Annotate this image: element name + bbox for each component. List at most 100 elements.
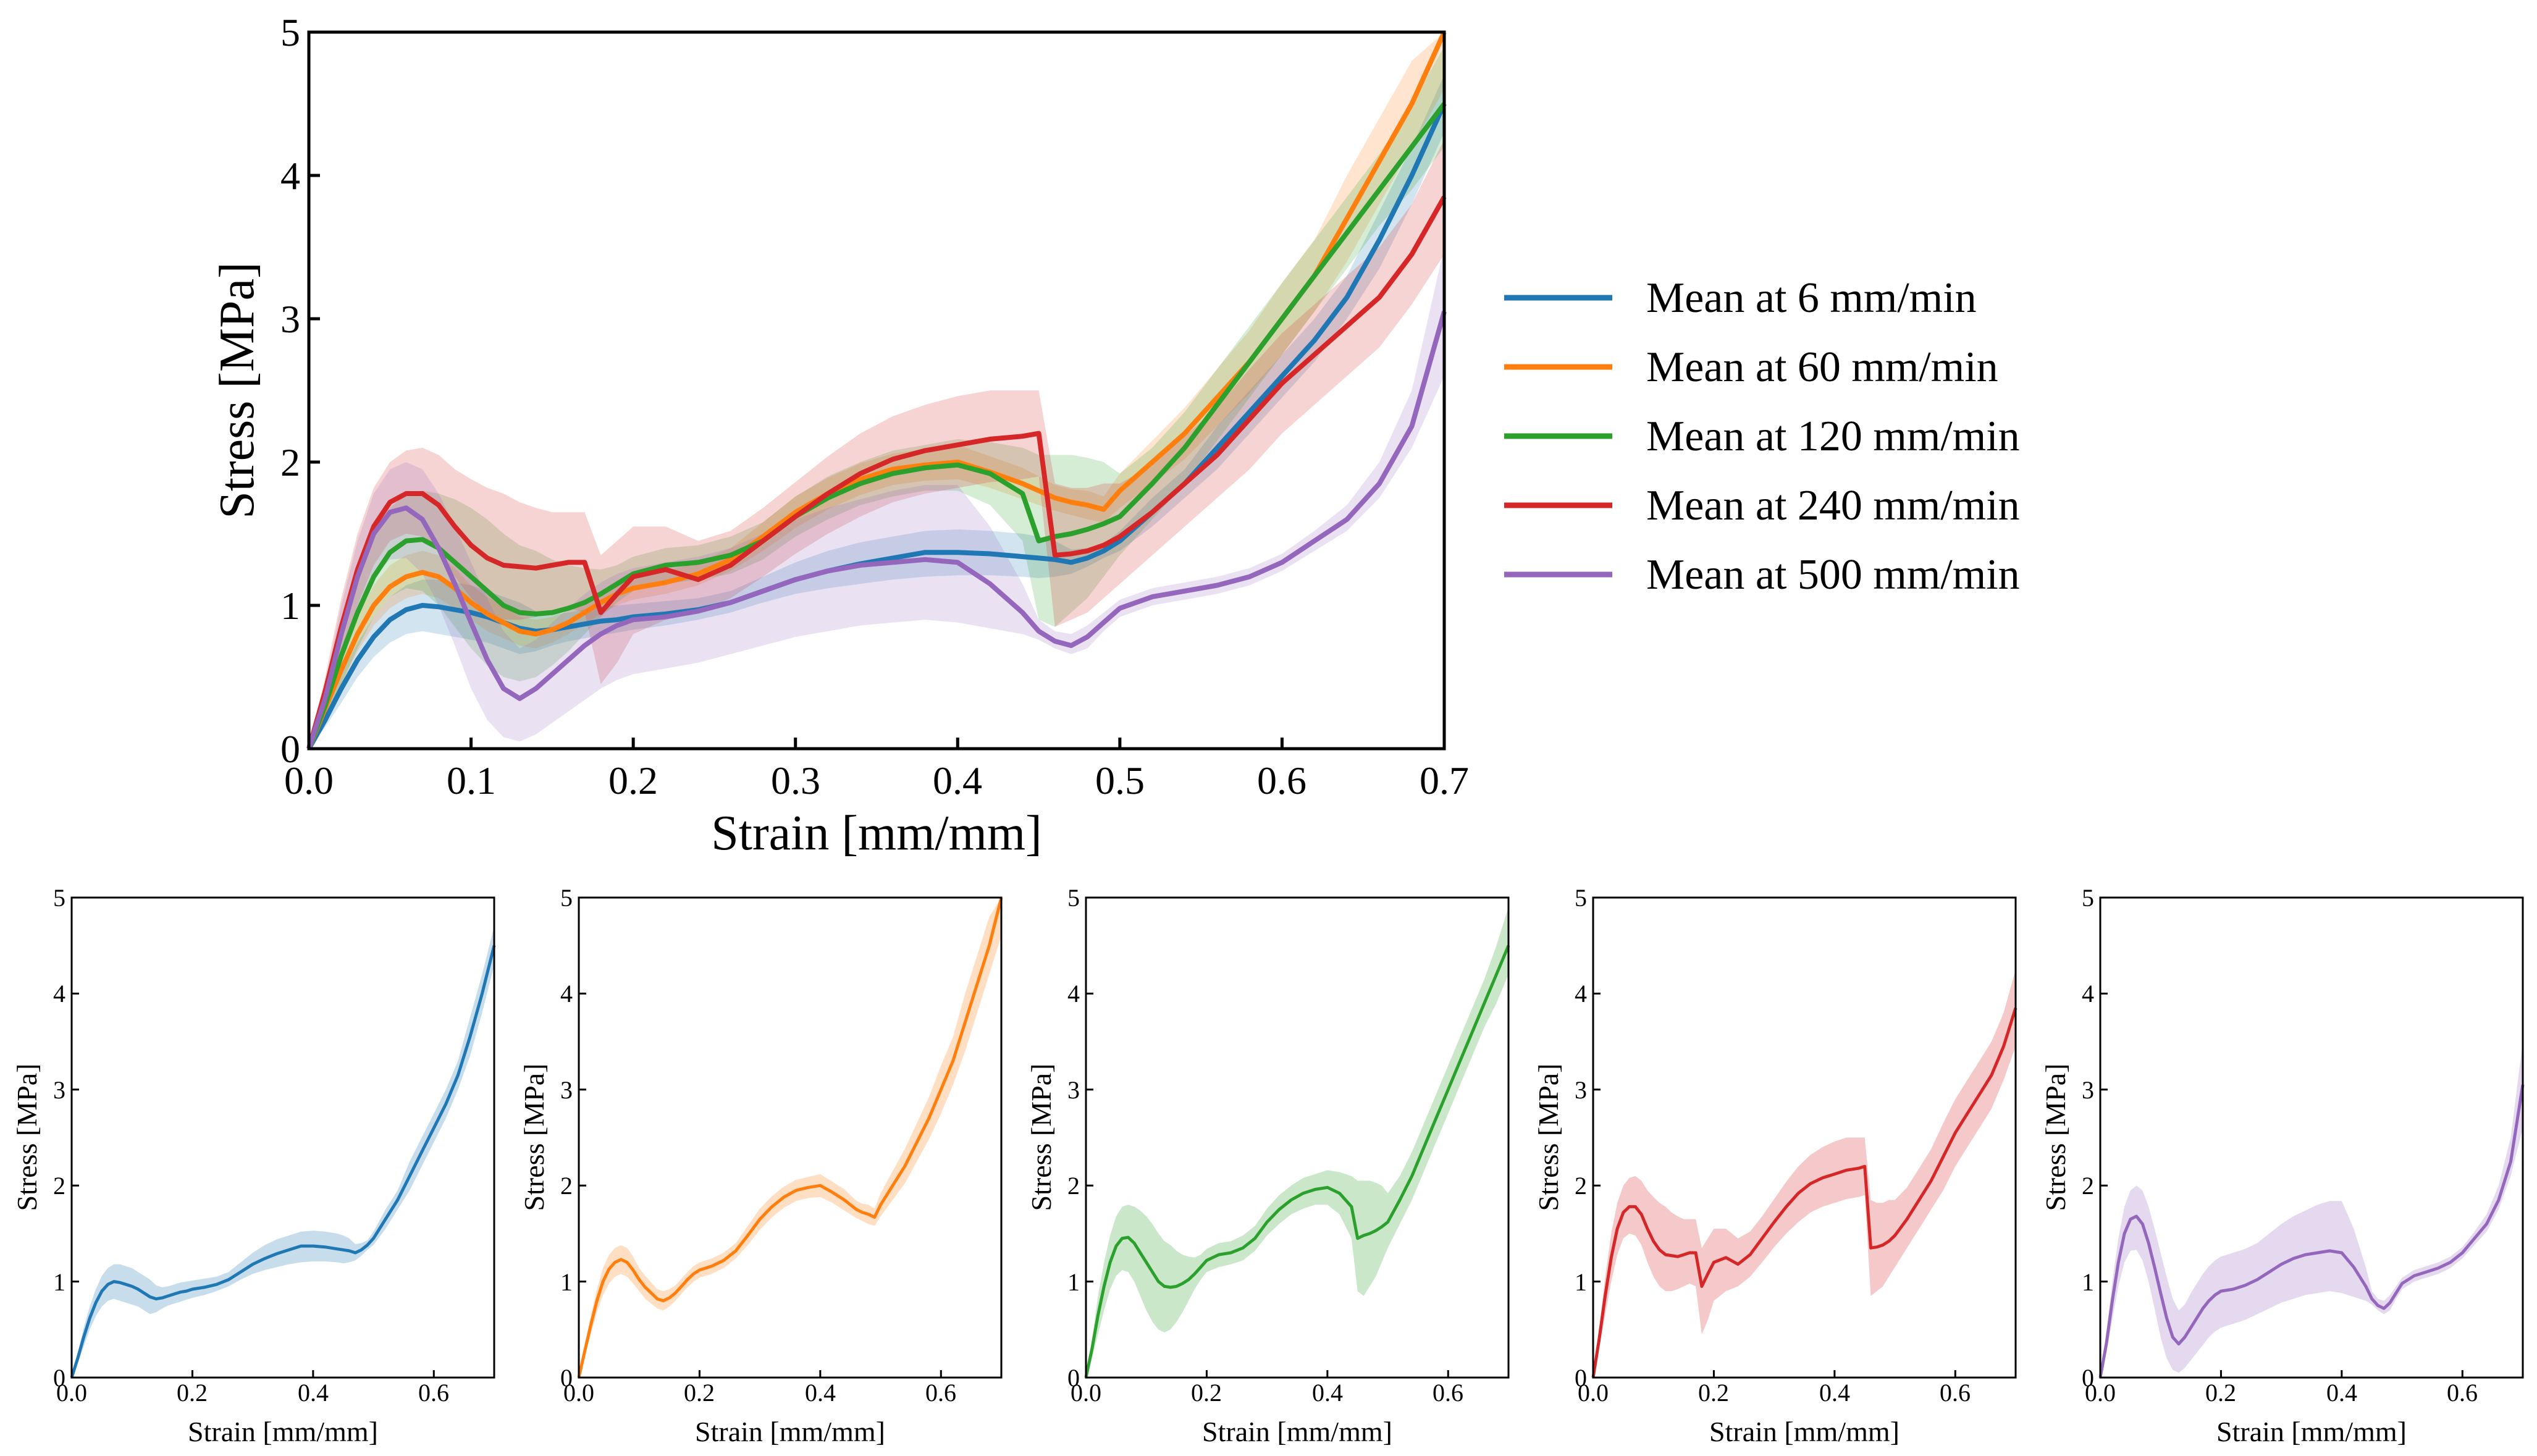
small-x-tick-label: 0.6 — [2447, 1379, 2478, 1407]
legend-item: Mean at 240 mm/min — [1504, 482, 2020, 529]
legend-item: Mean at 6 mm/min — [1504, 274, 1977, 322]
legend-item: Mean at 60 mm/min — [1504, 343, 1998, 391]
small-line-path — [577, 897, 1003, 1378]
small-x-tick-label: 0.6 — [925, 1379, 956, 1407]
small-band-area — [2100, 1042, 2523, 1378]
small-y-tick-label: 4 — [1575, 980, 1587, 1008]
small-line — [1084, 945, 1510, 1378]
small-band-area — [1086, 907, 1508, 1378]
small-x-tick-labels: 0.0 0.2 0.4 0.6 — [56, 1379, 449, 1407]
small-y-tick-label: 3 — [53, 1076, 65, 1104]
small-line — [70, 945, 496, 1378]
main-band-mean-at-60-mm-min — [309, 32, 1444, 749]
small-plot-frame — [1085, 896, 1510, 1379]
main-y-tick-label: 5 — [280, 11, 300, 54]
small-y-axis-label: Stress [MPa] — [11, 1064, 43, 1211]
small-y-tick-label: 4 — [53, 980, 65, 1008]
small-y-tick-label: 2 — [53, 1172, 65, 1200]
small-y-tick-label: 4 — [560, 980, 573, 1008]
small-y-axis-label: Stress [MPa] — [1533, 1064, 1564, 1211]
small-ticks — [2099, 896, 2463, 1379]
small-x-tick-labels: 0.0 0.2 0.4 0.6 — [1578, 1379, 1971, 1407]
small-line-path — [2098, 1084, 2525, 1378]
main-x-tick-label: 0.2 — [608, 759, 658, 802]
small-plot-frame — [578, 896, 1003, 1379]
main-y-axis-label: Stress [MPa] — [210, 262, 264, 519]
small-x-tick-label: 0.2 — [1191, 1379, 1222, 1407]
main-y-tick-label: 1 — [280, 584, 300, 628]
small-y-tick-label: 2 — [560, 1172, 573, 1200]
main-chart: 0.0 0.1 0.2 0.3 0.4 0.5 0.6 0.7 0 1 2 3 … — [210, 11, 1469, 861]
small-y-axis-label: Stress [MPa] — [1025, 1064, 1057, 1211]
small-y-tick-label: 5 — [560, 884, 573, 912]
small-x-tick-label: 0.0 — [56, 1379, 87, 1407]
small-ticks — [578, 896, 942, 1379]
small-y-tick-labels: 0 1 2 3 4 5 — [53, 884, 65, 1392]
main-y-tick-label: 0 — [280, 727, 300, 771]
small-y-tick-label: 2 — [1575, 1172, 1587, 1200]
small-y-tick-label: 5 — [1575, 884, 1587, 912]
small-y-tick-labels: 0 1 2 3 4 5 — [1575, 884, 1587, 1392]
small-line-path — [1591, 1007, 2017, 1378]
small-y-tick-label: 1 — [560, 1268, 573, 1296]
small-band-area — [579, 898, 1001, 1378]
small-plot-frame — [2099, 896, 2524, 1379]
legend-label: Mean at 240 mm/min — [1646, 482, 2020, 529]
small-plot-frame — [1592, 896, 2017, 1379]
main-y-tick-label: 2 — [280, 440, 300, 484]
small-y-tick-label: 1 — [2082, 1268, 2094, 1296]
small-y-tick-label: 0 — [1575, 1364, 1587, 1392]
small-x-tick-label: 0.0 — [1071, 1379, 1101, 1407]
small-y-tick-label: 0 — [1067, 1364, 1080, 1392]
small-plot-frame — [70, 896, 495, 1379]
small-band — [579, 898, 1001, 1378]
small-x-axis-label: Strain [mm/mm] — [695, 1416, 885, 1447]
small-y-tick-labels: 0 1 2 3 4 5 — [2082, 884, 2094, 1392]
legend: Mean at 6 mm/min Mean at 60 mm/min Mean … — [1504, 274, 2020, 599]
legend-label: Mean at 6 mm/min — [1646, 274, 1977, 322]
small-x-axis-label: Strain [mm/mm] — [1709, 1416, 1900, 1447]
small-x-axis-label: Strain [mm/mm] — [188, 1416, 378, 1447]
main-x-tick-label: 0.5 — [1095, 759, 1145, 802]
small-y-tick-label: 5 — [53, 884, 65, 912]
main-x-tick-label: 0.3 — [771, 759, 820, 802]
small-y-tick-label: 5 — [2082, 884, 2094, 912]
small-x-tick-labels: 0.0 0.2 0.4 0.6 — [2085, 1379, 2478, 1407]
main-plot-frame — [307, 30, 1446, 751]
small-x-tick-label: 0.4 — [805, 1379, 836, 1407]
small-y-tick-label: 0 — [560, 1364, 573, 1392]
main-line-mean-at-60-mm-min — [306, 31, 1447, 750]
main-x-tick-label: 0.7 — [1420, 759, 1469, 802]
small-ticks — [1592, 896, 1956, 1379]
legend-item: Mean at 120 mm/min — [1504, 413, 2020, 460]
legend-label: Mean at 120 mm/min — [1646, 413, 2020, 460]
small-y-tick-label: 2 — [2082, 1172, 2094, 1200]
main-lines — [306, 31, 1447, 750]
legend-label: Mean at 500 mm/min — [1646, 551, 2020, 599]
main-line-mean-at-240-mm-min — [306, 195, 1447, 750]
small-x-tick-label: 0.0 — [563, 1379, 594, 1407]
small-y-tick-labels: 0 1 2 3 4 5 — [1067, 884, 1080, 1392]
legend-label: Mean at 60 mm/min — [1646, 343, 1998, 391]
small-x-tick-label: 0.2 — [684, 1379, 715, 1407]
small-x-tick-label: 0.6 — [1433, 1379, 1463, 1407]
small-chart-120mm: 0.0 0.2 0.4 0.6 0 1 2 3 4 5 Strain [mm/m… — [1025, 884, 1510, 1447]
small-y-tick-label: 3 — [560, 1076, 573, 1104]
small-x-axis-label: Strain [mm/mm] — [2216, 1416, 2407, 1447]
legend-item: Mean at 500 mm/min — [1504, 551, 2020, 599]
small-x-tick-label: 0.4 — [1312, 1379, 1343, 1407]
small-x-axis-label: Strain [mm/mm] — [1202, 1416, 1392, 1447]
small-y-tick-labels: 0 1 2 3 4 5 — [560, 884, 573, 1392]
main-y-tick-labels: 0 1 2 3 4 5 — [280, 11, 300, 771]
main-line-mean-at-500-mm-min — [306, 311, 1447, 750]
small-y-axis-label: Stress [MPa] — [518, 1064, 550, 1211]
main-y-tick-label: 3 — [280, 297, 300, 341]
main-x-axis-label: Strain [mm/mm] — [711, 806, 1042, 861]
small-line-path — [1084, 945, 1510, 1378]
small-y-tick-label: 0 — [53, 1364, 65, 1392]
small-line-path — [70, 945, 496, 1378]
small-x-tick-label: 0.2 — [2205, 1379, 2236, 1407]
small-y-tick-label: 3 — [1067, 1076, 1080, 1104]
small-chart-240mm: 0.0 0.2 0.4 0.6 0 1 2 3 4 5 Strain [mm/m… — [1533, 884, 2017, 1447]
